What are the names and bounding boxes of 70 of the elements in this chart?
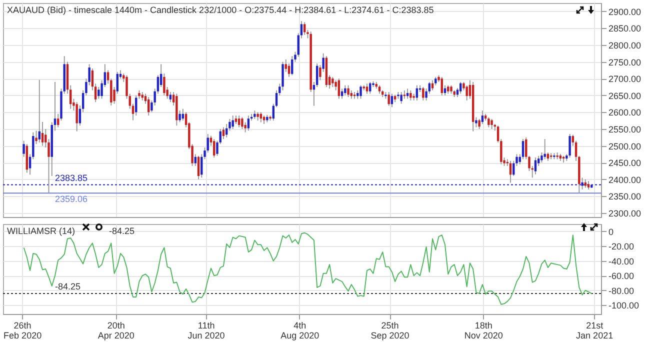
candlestick — [178, 110, 181, 123]
y-tick-label: 2700.00 — [608, 74, 642, 84]
y-tick-label: -40.00 — [608, 256, 634, 266]
candlestick — [410, 90, 412, 101]
ref-line-label: -84.25 — [55, 282, 81, 292]
candlestick — [400, 92, 402, 104]
y-tick-label: 2400.00 — [608, 174, 642, 185]
y-tick-label: -80.00 — [608, 286, 634, 296]
candlestick — [544, 138, 546, 160]
candlestick — [490, 118, 493, 130]
ref-line-label: 2383.85 — [55, 172, 88, 183]
y-tick-label: 2500.00 — [608, 141, 642, 152]
candlestick — [98, 86, 100, 100]
candlestick — [347, 84, 350, 98]
x-tick-label: 25th Sep 2020 — [370, 320, 410, 340]
ref-line-label: 2359.06 — [55, 194, 88, 204]
candlestick — [440, 76, 443, 96]
candlestick — [197, 155, 200, 180]
candlestick — [247, 115, 250, 132]
x-tick-label: 26th Feb 2020 — [4, 320, 42, 340]
candlestick — [360, 84, 362, 100]
y-tick-label: -60.00 — [608, 271, 634, 282]
annotation: -84.25 — [109, 226, 135, 236]
y-tick-label: -20.00 — [608, 242, 634, 252]
candlestick — [76, 102, 78, 132]
y-tick-label: 2650.00 — [608, 90, 642, 101]
candlestick — [332, 76, 334, 88]
candlestick — [232, 115, 234, 130]
y-tick-label: 2300.00 — [608, 208, 642, 218]
candlestick — [304, 22, 306, 36]
candlestick — [291, 56, 294, 76]
candlestick — [135, 94, 138, 116]
y-tick-label: 2750.00 — [608, 57, 642, 68]
y-tick-label: 0 — [608, 226, 614, 237]
candlestick — [388, 92, 390, 106]
y-tick-label: 2900.00 — [608, 6, 642, 17]
candlestick — [488, 116, 490, 128]
x-tick-label: 21st Jan 2021 — [576, 320, 614, 340]
y-tick-label: 2350.00 — [608, 192, 642, 202]
candlestick — [213, 138, 216, 158]
candlestick — [288, 62, 290, 78]
chart-title: XAUAUD (Bid) - timescale 1440m - Candlestick 232/1000 - O:2375.44 - H:2384.61 - L:2374.61 - C:2383.85 — [7, 5, 434, 15]
candlestick — [26, 144, 28, 174]
candlestick — [344, 84, 346, 96]
candlestick — [512, 160, 515, 177]
candlestick — [422, 86, 424, 101]
x-tick-label: 4th Aug 2020 — [280, 320, 320, 340]
candlestick — [534, 157, 537, 175]
candlestick — [460, 81, 462, 94]
candlestick — [390, 93, 394, 108]
y-tick-label: 2600.00 — [608, 108, 642, 118]
candlestick — [222, 126, 225, 140]
x-tick-label: 11th Jun 2020 — [188, 320, 225, 340]
chart-title: WILLIAMSR (14) — [7, 226, 76, 236]
candlestick — [466, 84, 468, 101]
y-tick-label: -100.00 — [608, 300, 640, 311]
candlestick — [369, 81, 372, 94]
candlestick — [238, 115, 240, 128]
candlestick — [509, 160, 512, 184]
y-tick-label: 2800.00 — [608, 40, 642, 50]
y-tick-label: 2850.00 — [608, 24, 642, 34]
candlestick — [366, 83, 368, 94]
y-tick-label: 2450.00 — [608, 158, 642, 168]
candlestick — [241, 116, 244, 130]
candlestick — [568, 134, 571, 158]
y-tick-label: 2550.00 — [608, 124, 642, 134]
candlestick — [38, 79, 40, 143]
candlestick — [431, 80, 434, 91]
x-tick-label: 18th Nov 2020 — [464, 320, 503, 340]
x-tick-label: 20th Apr 2020 — [98, 320, 134, 340]
